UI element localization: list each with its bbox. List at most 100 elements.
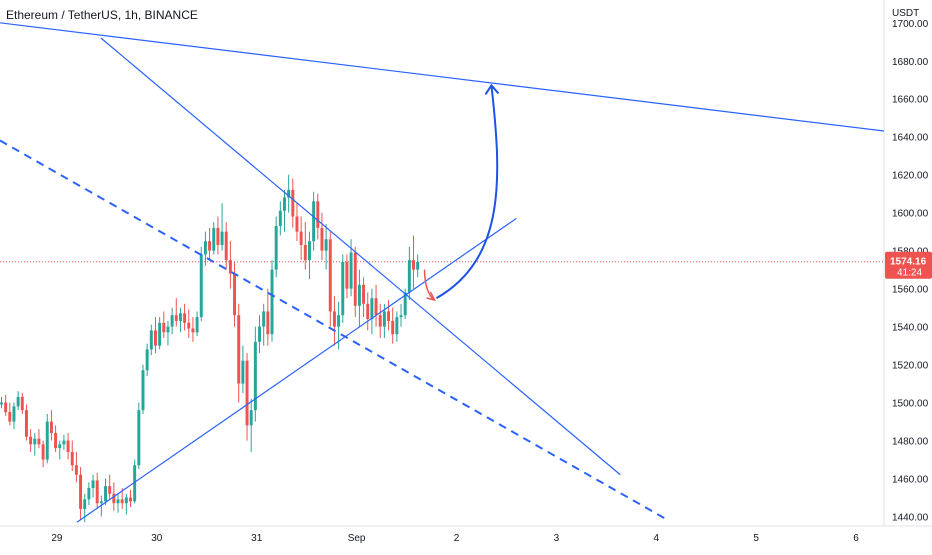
- candle-body: [403, 292, 407, 316]
- candle-body: [199, 254, 203, 318]
- x-tick-label: 2: [454, 533, 460, 544]
- candle-body: [287, 189, 291, 198]
- candle-body: [216, 227, 220, 245]
- candle-body: [41, 444, 45, 460]
- candle-body: [291, 189, 295, 217]
- candle-body: [183, 313, 187, 323]
- candle-body: [74, 465, 78, 475]
- candle-body: [283, 197, 286, 211]
- candle-body: [237, 315, 241, 384]
- candle-body: [70, 451, 74, 466]
- current-price-label-bg: [885, 251, 932, 279]
- candle-body: [278, 210, 282, 226]
- candle-body: [370, 298, 374, 320]
- candle-body: [224, 231, 228, 261]
- candle-body: [104, 486, 108, 502]
- candle-body: [79, 474, 83, 509]
- candle-body: [83, 499, 87, 509]
- candle-body: [253, 341, 257, 411]
- candle-body: [374, 298, 378, 316]
- candle-body: [158, 322, 162, 346]
- candle-body: [324, 239, 328, 251]
- candle-body: [266, 311, 270, 335]
- y-tick-label: 1700.00: [892, 19, 929, 30]
- candle-body: [399, 315, 403, 318]
- candle-body: [220, 231, 224, 245]
- symbol-title: Ethereum / TetherUS, 1h, BINANCE: [6, 8, 198, 22]
- candle-body: [249, 410, 253, 426]
- dashed-descending-support-line: [0, 139, 669, 522]
- plot-background: [0, 0, 884, 526]
- candle-body: [170, 315, 174, 327]
- y-tick-label: 1520.00: [892, 361, 929, 372]
- candle-body: [320, 227, 324, 251]
- candle-body: [303, 244, 307, 261]
- candle-body: [195, 317, 199, 333]
- x-tick-label: 31: [251, 533, 263, 544]
- candle-body: [316, 201, 320, 228]
- candle-body: [366, 303, 370, 320]
- curved-target-arrow: [436, 85, 499, 299]
- candle-body: [0, 402, 3, 405]
- candle-body: [162, 322, 166, 333]
- y-tick-label: 1460.00: [892, 475, 929, 486]
- candle-body: [357, 284, 361, 306]
- x-tick-label: 4: [653, 533, 659, 544]
- y-tick-label: 1500.00: [892, 399, 929, 410]
- candle-body: [212, 227, 216, 251]
- candle-body: [145, 349, 149, 371]
- y-tick-label: 1560.00: [892, 285, 929, 296]
- candle-body: [332, 311, 336, 327]
- x-tick-label: 30: [151, 533, 163, 544]
- candle-body: [295, 216, 299, 232]
- ascending-support-line: [76, 217, 517, 523]
- candle-body: [66, 440, 70, 452]
- x-tick-label: 3: [554, 533, 560, 544]
- candle-body: [228, 260, 232, 274]
- y-tick-label: 1480.00: [892, 437, 929, 448]
- candle-body: [378, 315, 382, 327]
- arrow-head-up: [484, 83, 500, 96]
- candle-body: [353, 252, 357, 306]
- candle-body: [328, 239, 332, 312]
- candle-body: [274, 225, 278, 270]
- candle-body: [45, 421, 49, 460]
- candle-body: [49, 421, 53, 433]
- candle-body: [133, 465, 137, 502]
- candle-body: [116, 499, 120, 504]
- candle-body: [20, 396, 24, 411]
- candle-body: [245, 360, 249, 426]
- candle-body: [153, 330, 157, 346]
- x-tick-label: 5: [753, 533, 759, 544]
- candle-body: [299, 231, 303, 245]
- candle-body: [407, 260, 411, 293]
- candle-body: [233, 273, 237, 316]
- y-tick-label: 1680.00: [892, 57, 929, 68]
- current-price-value: 1574.16: [890, 257, 927, 268]
- candle-body: [16, 396, 20, 407]
- candle-body: [124, 497, 128, 504]
- candle-body: [270, 269, 274, 335]
- y-tick-label: 1540.00: [892, 323, 929, 334]
- x-tick-label: 29: [51, 533, 63, 544]
- candle-body: [58, 444, 62, 449]
- candle-body: [203, 241, 207, 255]
- y-tick-label: 1660.00: [892, 95, 929, 106]
- candle-body: [412, 260, 415, 270]
- x-tick-label: 6: [853, 533, 859, 544]
- candle-body: [108, 486, 112, 494]
- candle-body: [120, 499, 124, 504]
- candle-body: [149, 330, 153, 350]
- candle-body: [174, 315, 178, 321]
- candle-body: [208, 241, 212, 251]
- candle-body: [262, 311, 266, 327]
- candle-body: [191, 328, 195, 333]
- candle-body: [362, 284, 366, 304]
- price-axis-unit: USDT: [892, 8, 919, 19]
- candle-body: [387, 311, 391, 321]
- descending-triangle-top-line: [100, 37, 621, 476]
- candle-body: [416, 261, 420, 270]
- candle-body: [391, 320, 395, 335]
